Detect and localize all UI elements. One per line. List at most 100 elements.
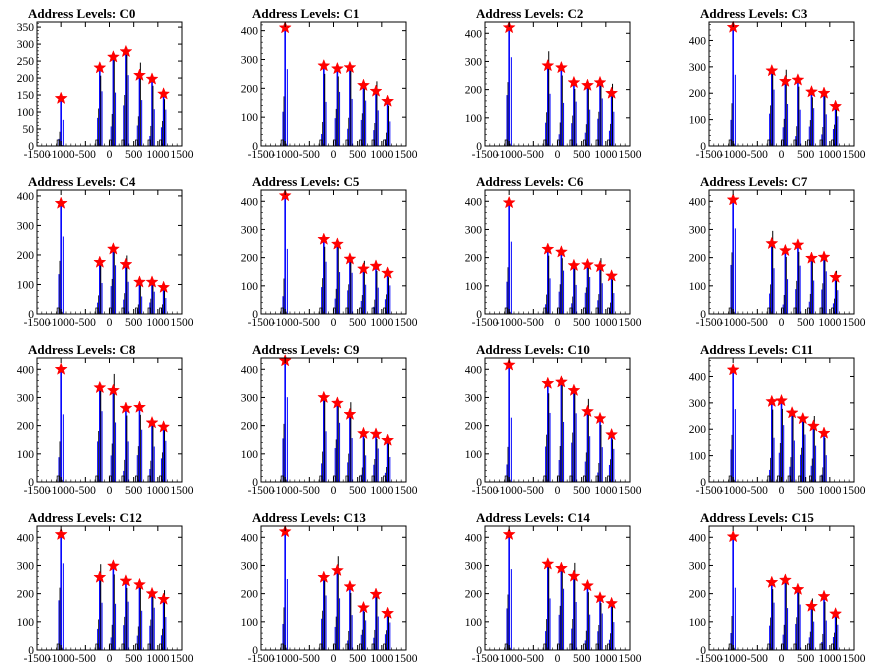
x-tick-label: 1000 [818, 317, 841, 329]
overlay-bar [807, 139, 810, 146]
x-tick-label: 500 [125, 149, 143, 161]
overlay-bar [280, 475, 284, 482]
overlay-bar [147, 475, 151, 482]
peak-marker [593, 75, 607, 89]
plot-frame [36, 21, 183, 147]
y-tick-label: 300 [17, 392, 35, 404]
x-tick-label: 500 [797, 485, 815, 497]
x-tick-label: 1500 [843, 485, 866, 497]
overlay-bar [767, 307, 771, 314]
x-tick-label: 1000 [594, 317, 617, 329]
y-tick-label: 0 [476, 645, 482, 657]
overlay-bar [345, 475, 349, 482]
peak-marker [54, 91, 68, 105]
x-tick-label: -1000 [272, 149, 299, 161]
y-tick-label: 400 [241, 532, 259, 544]
y-tick-label: 300 [17, 220, 35, 232]
overlay-bar [777, 475, 780, 482]
overlay-bar [819, 307, 823, 314]
x-tick-label: 500 [349, 653, 367, 665]
x-tick-label: 0 [555, 653, 561, 665]
overlay-bar [135, 475, 138, 482]
overlay-bar [56, 643, 60, 650]
overlay-bar [504, 307, 508, 314]
y-tick-label: 200 [689, 424, 707, 436]
peak-marker [726, 529, 740, 543]
overlay-bar [831, 307, 835, 314]
overlay-bar [95, 475, 99, 482]
y-tick-label: 400 [465, 28, 483, 40]
panel-title: Address Levels: C8 [28, 342, 136, 357]
peak-marker [119, 574, 133, 587]
y-tick-label: 200 [689, 589, 707, 601]
overlay-bar [135, 307, 138, 314]
x-tick-label: 1000 [594, 485, 617, 497]
y-tick-label: 100 [241, 281, 259, 293]
peak-marker [381, 606, 395, 619]
overlay-bar [807, 307, 810, 314]
overlay-bar [280, 139, 284, 146]
x-tick-label: 1000 [370, 149, 393, 161]
overlay-bar [280, 643, 284, 650]
panel-title: Address Levels: C1 [252, 6, 359, 21]
peak-marker [580, 578, 595, 592]
panel-title: Address Levels: C4 [28, 174, 136, 189]
y-tick-label: 200 [241, 253, 259, 265]
peak-marker [502, 195, 516, 209]
y-tick-label: 400 [17, 191, 35, 203]
overlay-bar [371, 307, 375, 314]
y-tick-label: 0 [252, 141, 258, 153]
x-tick-label: -1500 [472, 653, 499, 665]
y-tick-label: 100 [17, 107, 35, 119]
y-tick-label: 300 [241, 392, 259, 404]
panel-title: Address Levels: C15 [700, 510, 814, 525]
peak-marker [580, 404, 595, 418]
x-tick-label: 1000 [370, 653, 393, 665]
plot-frame [708, 525, 855, 651]
overlay-bar [543, 643, 547, 650]
overlay-bar [607, 139, 611, 146]
y-tick-label: 200 [689, 88, 707, 100]
histogram-panel: Address Levels: C0 0 50 100 150 200 250 300 350 -… [17, 6, 194, 161]
overlay-bar [359, 475, 362, 482]
x-tick-label: 1500 [843, 149, 866, 161]
x-tick-label: -500 [523, 653, 544, 665]
peak-marker [829, 99, 843, 112]
y-tick-label: 400 [689, 196, 707, 208]
overlay-bar [595, 139, 599, 146]
plot-frame [484, 357, 631, 483]
peak-marker [278, 20, 292, 34]
overlay-bar [56, 139, 60, 146]
peak-marker [804, 599, 819, 612]
y-tick-label: 350 [17, 22, 35, 34]
x-tick-label: -500 [75, 653, 96, 665]
overlay-bar [371, 139, 375, 146]
y-tick-label: 0 [28, 645, 34, 657]
peak-marker [119, 401, 133, 414]
peak-marker [145, 586, 159, 600]
overlay-bar [819, 475, 823, 482]
peak-marker [145, 275, 159, 288]
peak-marker [54, 362, 68, 375]
peak-marker [554, 375, 568, 388]
panel-title: Address Levels: C14 [476, 510, 590, 525]
overlay-bar [569, 643, 573, 650]
peak-marker [343, 579, 357, 593]
peak-marker [157, 592, 171, 605]
y-tick-label: 400 [241, 196, 259, 208]
peak-marker [554, 245, 568, 258]
overlay-bar [583, 307, 586, 314]
panel-title: Address Levels: C13 [252, 510, 366, 525]
y-tick-label: 200 [465, 421, 483, 433]
peak-marker [593, 590, 607, 604]
peak-marker [369, 84, 383, 97]
peak-marker [726, 362, 740, 376]
overlay-bar [159, 307, 163, 314]
x-tick-label: -1500 [696, 653, 723, 665]
overlay-bar [135, 139, 138, 146]
x-tick-label: -1500 [24, 317, 51, 329]
x-tick-label: 0 [107, 149, 113, 161]
peak-marker [330, 237, 344, 250]
peak-marker [502, 20, 516, 34]
